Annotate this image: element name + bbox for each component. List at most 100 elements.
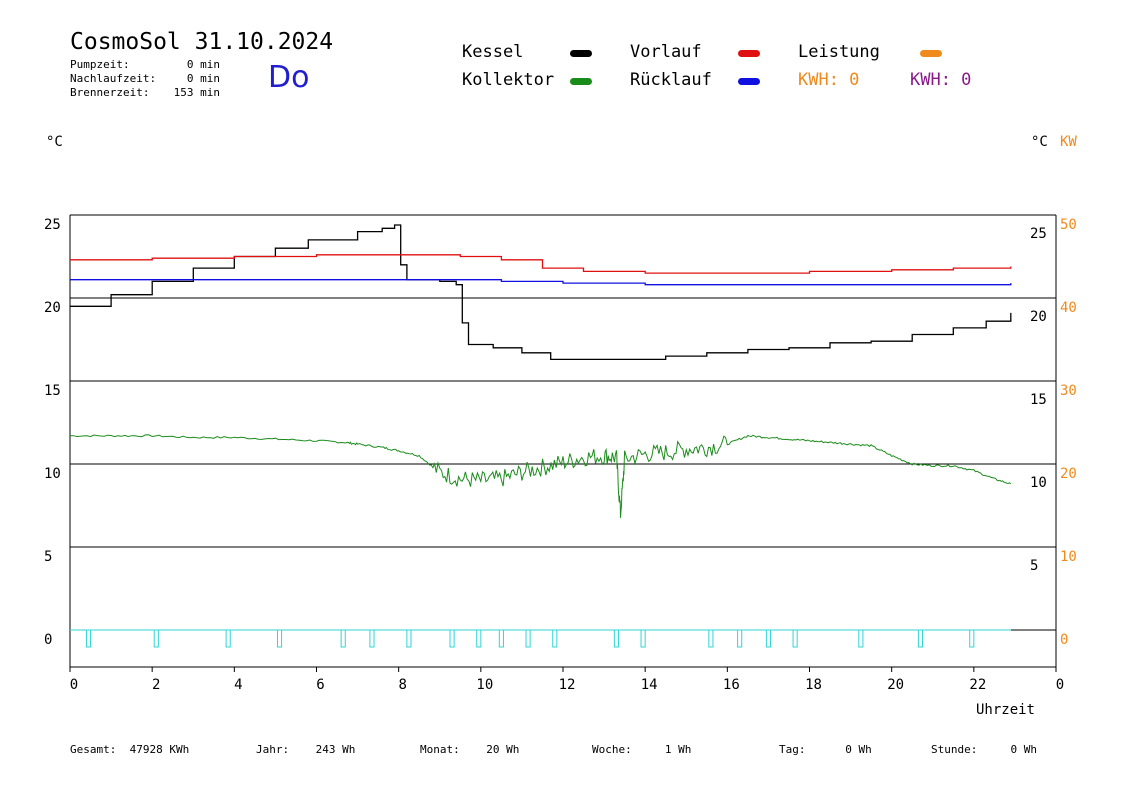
y-tick-right-c: 15 xyxy=(1030,392,1047,408)
y-tick-right-kw: 10 xyxy=(1060,549,1077,565)
legend-leistung-swatch xyxy=(920,50,942,57)
y-tick-right-kw: 0 xyxy=(1060,632,1068,648)
x-tick-label: 0 xyxy=(1056,677,1064,693)
stat-value: 153 min xyxy=(173,86,220,99)
y-tick-right-kw: 50 xyxy=(1060,217,1077,233)
x-tick-label: 22 xyxy=(969,677,986,693)
x-tick-label: 2 xyxy=(152,677,160,693)
right-axis-unit-c: °C xyxy=(1031,134,1048,150)
stat-value: 0 min xyxy=(186,58,220,71)
pump-pulse xyxy=(85,629,92,648)
stat-label: Brennerzeit: xyxy=(70,86,150,99)
y-tick-right-c: 25 xyxy=(1030,226,1047,242)
pump-pulse xyxy=(708,629,714,648)
series-kessel xyxy=(70,224,1012,361)
pump-pulse xyxy=(476,629,482,648)
x-tick-label: 12 xyxy=(559,677,576,693)
x-tick-label: 14 xyxy=(641,677,658,693)
y-tick-right-c: 10 xyxy=(1030,475,1047,491)
pump-pulse xyxy=(552,629,558,648)
legend-leistung-label: Leistung xyxy=(798,42,880,62)
stat-row-pumpzeit: Pumpzeit: 0 min xyxy=(70,58,220,72)
pump-pulse xyxy=(153,629,159,648)
footer-label: Tag: xyxy=(779,743,806,756)
footer-woche: Woche: 1 Wh xyxy=(592,743,691,756)
kwh-leistung: KWH: 0 xyxy=(798,70,860,90)
series-kollektor xyxy=(69,434,1012,518)
series-vorlauf xyxy=(70,254,1012,274)
footer-label: Jahr: xyxy=(256,743,290,756)
footer-jahr: Jahr: 243 Wh xyxy=(256,743,355,756)
footer-value: 0 Wh xyxy=(845,743,872,756)
footer-gesamt: Gesamt: 47928 KWh xyxy=(70,743,189,756)
y-tick-left: 25 xyxy=(44,217,61,233)
pump-pulse xyxy=(406,629,412,648)
pump-pulse xyxy=(276,629,283,648)
page-title: CosmoSol 31.10.2024 xyxy=(70,29,334,55)
legend-vorlauf-swatch xyxy=(738,50,760,57)
x-tick-label: 4 xyxy=(234,677,242,693)
y-tick-left: 20 xyxy=(44,300,61,316)
footer-label: Monat: xyxy=(420,743,460,756)
left-axis-unit: °C xyxy=(46,134,63,150)
series-ruecklauf xyxy=(70,279,1012,286)
pump-pulse xyxy=(613,629,619,648)
legend-kollektor-swatch xyxy=(570,78,592,85)
pump-pulse xyxy=(225,629,231,648)
x-tick-label: 6 xyxy=(316,677,324,693)
pump-pulse xyxy=(640,629,646,648)
x-tick-label: 18 xyxy=(805,677,822,693)
y-tick-right-kw: 40 xyxy=(1060,300,1077,316)
y-tick-right-c: 20 xyxy=(1030,309,1047,325)
pump-pulse xyxy=(340,629,346,648)
x-tick-label: 20 xyxy=(887,677,904,693)
x-tick-label: 10 xyxy=(476,677,493,693)
legend-kollektor-label: Kollektor xyxy=(462,70,555,90)
pump-pulse xyxy=(917,629,923,648)
footer-value: 0 Wh xyxy=(1010,743,1037,756)
legend-vorlauf-label: Vorlauf xyxy=(630,42,702,62)
y-tick-right-kw: 20 xyxy=(1060,466,1077,482)
y-tick-left: 0 xyxy=(44,632,52,648)
y-tick-left: 15 xyxy=(44,383,61,399)
stat-row-nachlaufzeit: Nachlaufzeit: 0 min xyxy=(70,72,220,86)
pump-pulse xyxy=(525,629,531,648)
footer-tag: Tag: 0 Wh xyxy=(779,743,872,756)
stat-label: Nachlaufzeit: xyxy=(70,72,157,85)
pump-pulse xyxy=(792,629,798,648)
legend-kessel-label: Kessel xyxy=(462,42,524,62)
pump-pulse xyxy=(969,629,975,648)
footer-stunde: Stunde: 0 Wh xyxy=(931,743,1037,756)
pump-pulse xyxy=(498,629,504,648)
y-tick-right-c: 5 xyxy=(1030,558,1038,574)
x-axis-label: Uhrzeit xyxy=(976,702,1035,718)
stat-label: Pumpzeit: xyxy=(70,58,130,71)
x-tick-label: 16 xyxy=(723,677,740,693)
legend-ruecklauf-swatch xyxy=(738,78,760,85)
pump-pulse xyxy=(737,629,743,648)
footer-label: Woche: xyxy=(592,743,632,756)
stats-block: Pumpzeit: 0 min Nachlaufzeit: 0 min Bren… xyxy=(70,58,220,100)
kwh-secondary: KWH: 0 xyxy=(910,70,972,90)
footer-value: 243 Wh xyxy=(315,743,356,756)
footer-value: 1 Wh xyxy=(664,743,692,756)
stat-value: 0 min xyxy=(186,72,220,85)
footer-label: Stunde: xyxy=(931,743,978,756)
pump-pulse xyxy=(369,629,375,648)
y-tick-left: 10 xyxy=(44,466,61,482)
y-tick-left: 5 xyxy=(44,549,52,565)
legend-ruecklauf-label: Rücklauf xyxy=(630,70,712,90)
legend-kessel-swatch xyxy=(570,50,592,57)
y-tick-right-kw: 30 xyxy=(1060,383,1077,399)
weekday-label: Do xyxy=(268,60,310,95)
x-tick-label: 8 xyxy=(398,677,406,693)
footer-value: 20 Wh xyxy=(486,743,520,756)
pump-pulse xyxy=(449,629,455,648)
footer-value: 47928 KWh xyxy=(129,743,190,756)
pump-pulse xyxy=(765,629,771,648)
pump-pulse xyxy=(858,629,864,648)
footer-monat: Monat: 20 Wh xyxy=(420,743,519,756)
x-tick-label: 0 xyxy=(70,677,78,693)
stat-row-brennerzeit: Brennerzeit: 153 min xyxy=(70,86,220,100)
right-axis-unit-kw: KW xyxy=(1060,134,1077,150)
